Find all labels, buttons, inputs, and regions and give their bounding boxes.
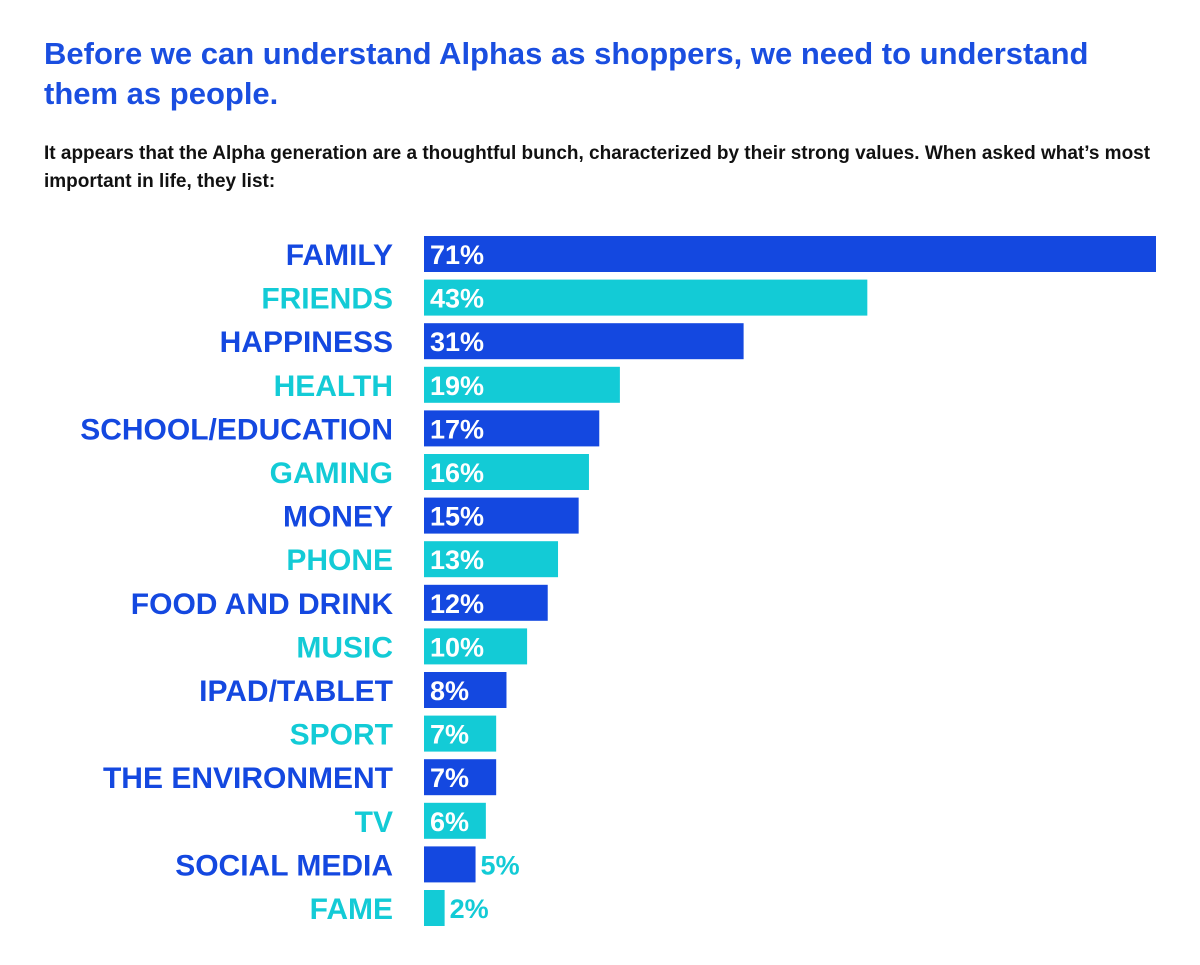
category-label-school-education: SCHOOL/EDUCATION <box>80 413 393 446</box>
category-label-friends: FRIENDS <box>261 283 393 316</box>
value-label-sport: 7% <box>430 720 469 750</box>
bar-tv <box>424 802 486 839</box>
category-label-gaming: GAMING <box>270 457 393 490</box>
value-label-the-environment: 7% <box>430 763 469 793</box>
value-label-school-education: 17% <box>430 414 484 444</box>
category-label-sport: SPORT <box>290 719 393 752</box>
bar-family <box>424 236 1156 272</box>
category-label-money: MONEY <box>283 501 393 534</box>
value-label-social-media: 5% <box>481 850 520 880</box>
bar-phone <box>424 541 559 578</box>
category-label-health: HEALTH <box>274 370 393 403</box>
value-label-family: 71% <box>430 240 484 270</box>
value-label-happiness: 31% <box>430 327 484 357</box>
category-label-happiness: HAPPINESS <box>220 326 393 359</box>
value-label-food-and-drink: 12% <box>430 589 484 619</box>
category-label-music: MUSIC <box>296 631 393 664</box>
bar-money <box>424 497 579 534</box>
value-label-music: 10% <box>430 632 484 662</box>
bar-gaming <box>424 454 589 490</box>
value-label-health: 19% <box>430 371 484 401</box>
bar-ipad-tablet <box>424 672 507 708</box>
bar-social-media <box>424 846 476 883</box>
bar-sport <box>424 715 497 752</box>
value-label-money: 15% <box>430 502 484 532</box>
bar-the-environment <box>424 759 497 796</box>
category-label-phone: PHONE <box>286 544 393 577</box>
page-subtitle: It appears that the Alpha generation are… <box>44 143 1151 192</box>
category-label-food-and-drink: FOOD AND DRINK <box>131 588 394 621</box>
value-label-tv: 6% <box>430 807 469 837</box>
value-label-gaming: 16% <box>430 458 484 488</box>
value-label-ipad-tablet: 8% <box>430 676 469 706</box>
value-label-phone: 13% <box>430 545 484 575</box>
value-label-friends: 43% <box>430 284 484 314</box>
bar-music <box>424 628 528 665</box>
category-label-social-media: SOCIAL MEDIA <box>175 849 393 882</box>
category-label-the-environment: THE ENVIRONMENT <box>103 762 393 795</box>
bar-health <box>424 366 620 403</box>
bar-friends <box>424 279 868 316</box>
value-label-fame: 2% <box>450 894 489 924</box>
bar-food-and-drink <box>424 584 548 621</box>
bar-happiness <box>424 323 744 360</box>
bar-school-education <box>424 410 600 447</box>
category-label-ipad-tablet: IPAD/TABLET <box>199 675 393 708</box>
bar-fame <box>424 890 445 926</box>
category-label-fame: FAME <box>310 893 393 926</box>
category-label-family: FAMILY <box>286 239 393 272</box>
category-label-tv: TV <box>355 806 393 839</box>
page-title: Before we can understand Alphas as shopp… <box>44 36 1089 111</box>
